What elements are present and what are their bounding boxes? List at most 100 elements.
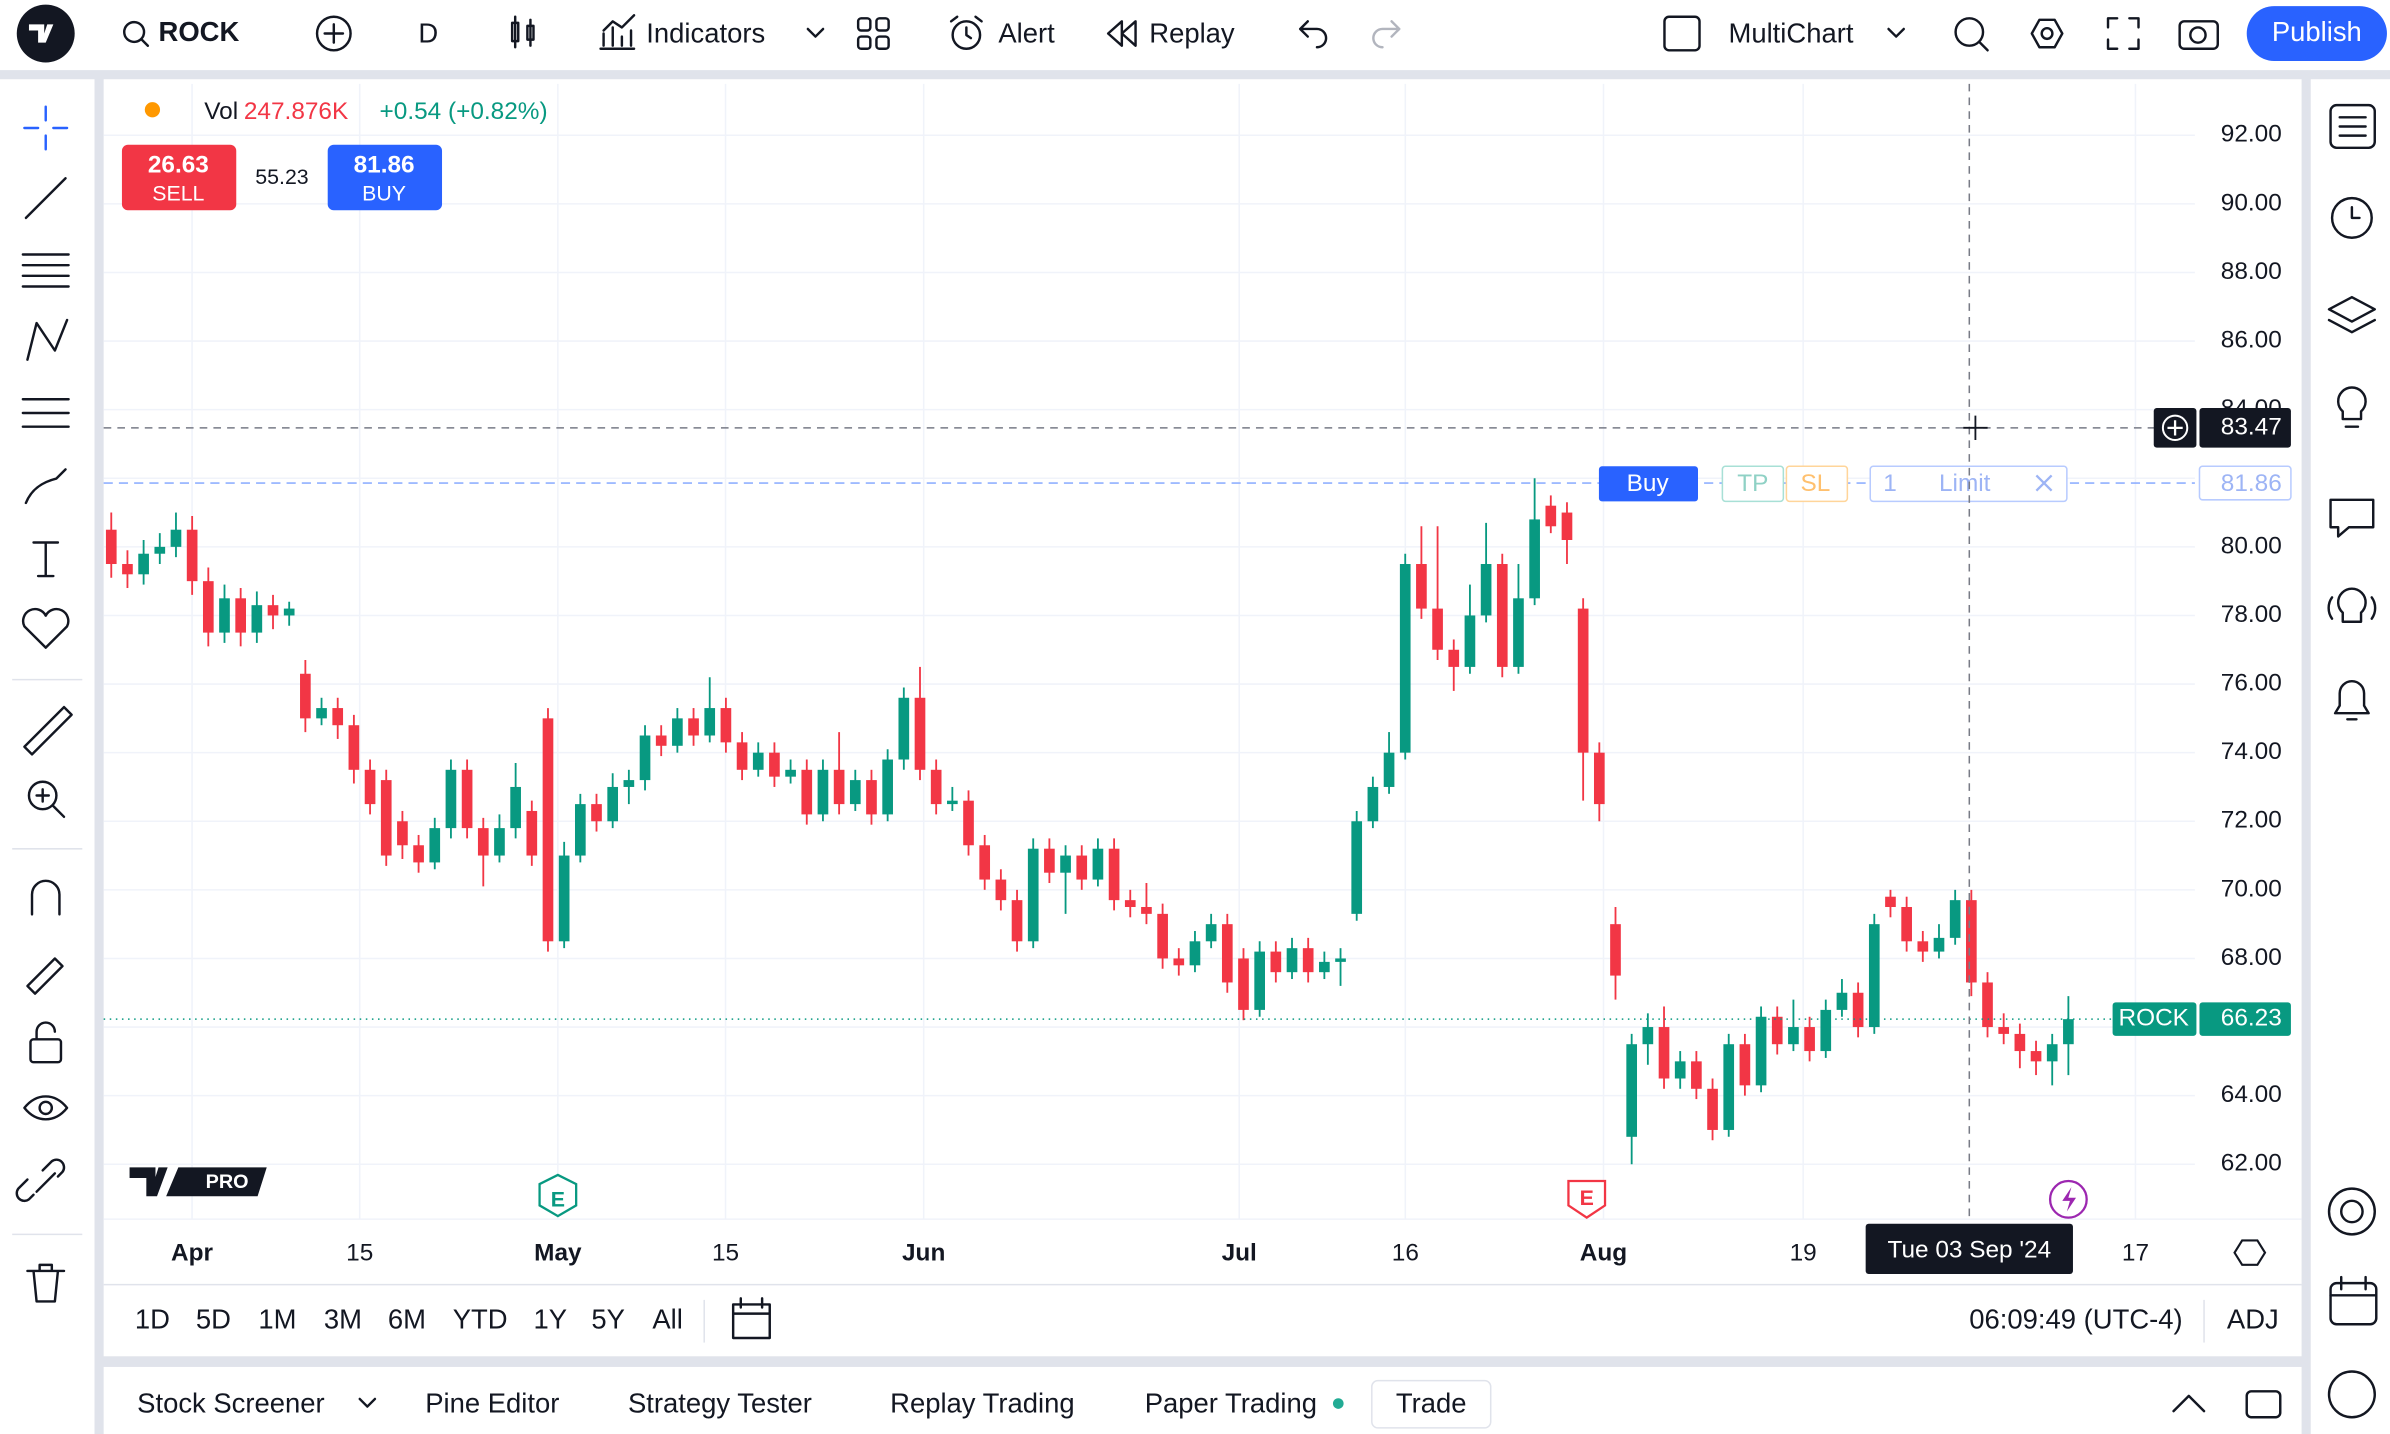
icon-part	[26, 1263, 66, 1303]
candle-body	[1820, 1009, 1832, 1052]
chart-type-button[interactable]	[510, 15, 535, 49]
layouts-button[interactable]	[856, 17, 890, 50]
icon-part	[15, 1158, 66, 1203]
candle-body	[1885, 896, 1896, 908]
alert-icon[interactable]	[949, 15, 983, 50]
icon-part	[2327, 587, 2377, 623]
candle-body	[1658, 1027, 1670, 1079]
fullscreen-button[interactable]	[2106, 17, 2140, 50]
range-button[interactable]: YTD	[453, 1303, 508, 1334]
buy-price: 81.86	[354, 152, 415, 179]
x-tick-label: Jul	[1222, 1240, 1257, 1267]
plus-ring	[2161, 414, 2189, 442]
candle-body	[154, 546, 166, 554]
chevron[interactable]	[1887, 27, 1905, 38]
range-button[interactable]: 3M	[324, 1303, 362, 1334]
x-tick-label: Jun	[902, 1240, 945, 1267]
candle-body	[364, 769, 376, 805]
publish-button[interactable]	[2246, 6, 2387, 61]
candle-body	[995, 879, 1007, 901]
candle-body	[526, 810, 538, 856]
candle-body	[1610, 924, 1621, 976]
chevron[interactable]	[806, 27, 825, 38]
candle-body	[704, 708, 716, 736]
checkbox[interactable]	[1663, 15, 1701, 52]
candle-body	[866, 780, 877, 815]
alert-button: Alert	[998, 17, 1055, 48]
y-tick-label: 64.00	[2221, 1081, 2282, 1108]
adjust-button[interactable]: ADJ	[2227, 1303, 2279, 1334]
logo[interactable]	[16, 4, 75, 63]
icon-part	[2330, 196, 2373, 239]
chart-panel	[103, 79, 2302, 1357]
candle-body	[1157, 913, 1168, 959]
y-tick-label: 90.00	[2221, 189, 2282, 216]
candle-body	[1626, 1044, 1638, 1137]
candle-body	[785, 769, 796, 777]
left-tools[interactable]	[15, 105, 73, 1303]
candle-body	[1027, 848, 1039, 942]
sl-button	[1785, 465, 1849, 503]
candle-body	[332, 708, 344, 726]
candle-body	[817, 769, 829, 815]
panel-icons[interactable]	[358, 1297, 2282, 1419]
undo-button[interactable]	[1298, 20, 1328, 49]
trade-tab[interactable]	[1371, 1379, 1492, 1429]
cursor	[1963, 415, 1988, 441]
order-side	[1598, 466, 1698, 502]
icon-part	[856, 35, 872, 50]
candle-body	[138, 553, 149, 575]
candle-body	[380, 780, 392, 856]
icon-part	[21, 253, 70, 288]
range-button[interactable]: 6M	[388, 1303, 426, 1334]
search-icon[interactable]	[123, 20, 150, 47]
panel-tab[interactable]: Strategy Tester	[628, 1387, 812, 1418]
icon-part	[2350, 206, 2361, 220]
sell-button[interactable]	[121, 144, 237, 211]
icon-part	[2172, 1394, 2206, 1413]
compare-button[interactable]	[315, 15, 352, 52]
icon-part	[24, 177, 67, 220]
candle-body	[445, 769, 457, 829]
buy-button[interactable]	[327, 144, 443, 211]
candle-body	[1998, 1027, 2010, 1034]
candle-body	[882, 759, 893, 815]
x-tick-label: May	[534, 1240, 582, 1267]
indicators-icon[interactable]	[599, 14, 636, 50]
icon-part	[2189, 26, 2207, 44]
candle-body	[1432, 608, 1443, 650]
panel-tab[interactable]: Replay Trading	[890, 1387, 1074, 1418]
range-button[interactable]: 1D	[135, 1303, 170, 1334]
candle-body	[300, 673, 311, 719]
earnings-marker[interactable]	[538, 1173, 578, 1218]
replay-icon[interactable]	[1106, 20, 1137, 47]
candle-body	[202, 581, 214, 633]
range-button[interactable]: 1M	[258, 1303, 296, 1334]
icon-part	[2327, 295, 2376, 334]
icon-part	[2030, 18, 2064, 49]
candle-body	[1529, 519, 1540, 599]
settings-button[interactable]	[2030, 18, 2064, 49]
icon-part	[731, 1297, 771, 1340]
y-tick-label: 80.00	[2221, 532, 2282, 559]
quick-search[interactable]	[1954, 17, 1989, 52]
right-tools[interactable]	[2327, 103, 2378, 1419]
candle-body	[429, 828, 441, 863]
x-tick-label: Apr	[171, 1240, 213, 1267]
range-button[interactable]: 5Y	[591, 1303, 625, 1334]
panel-tab[interactable]: Pine Editor	[425, 1387, 559, 1418]
redo-button[interactable]	[1372, 20, 1401, 49]
panel-tab[interactable]: Trade	[1396, 1387, 1467, 1418]
x-tick-label: 19	[1790, 1240, 1817, 1267]
panel-tab[interactable]: Stock Screener	[137, 1387, 324, 1418]
range-button[interactable]: All	[652, 1303, 682, 1334]
range-button[interactable]: 1Y	[533, 1303, 567, 1334]
symbol-tag	[2112, 1002, 2197, 1036]
candle-body	[1351, 821, 1363, 914]
snapshot-button[interactable]	[2178, 20, 2219, 50]
panel-tab[interactable]: Paper Trading	[1145, 1387, 1317, 1418]
icon-part	[2333, 679, 2370, 721]
range-button[interactable]: 5D	[196, 1303, 231, 1334]
interval: D	[418, 17, 438, 48]
